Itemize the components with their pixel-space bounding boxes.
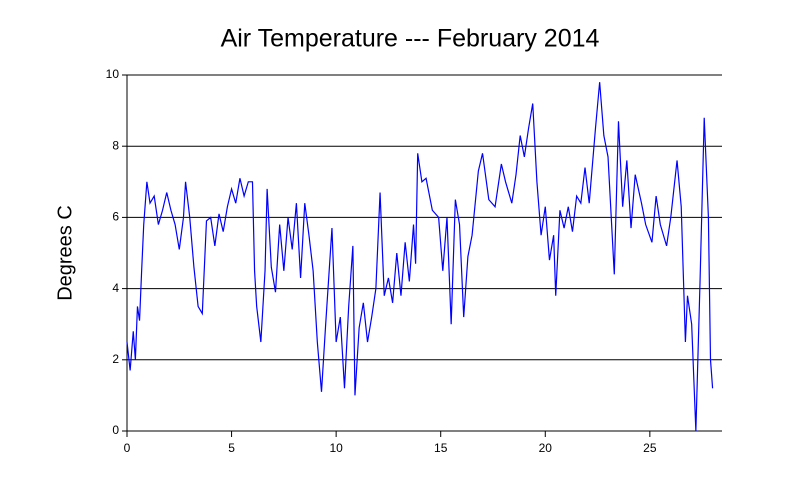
chart-title: Air Temperature --- February 2014 [221,25,600,53]
x-tick-label: 20 [539,441,553,455]
x-tick-label: 10 [329,441,343,455]
x-tick-label: 15 [434,441,448,455]
y-tick-label: 10 [106,67,120,81]
x-tick-label: 0 [124,441,131,455]
x-tick-label: 25 [643,441,657,455]
y-tick-label: 4 [112,281,119,295]
y-tick-label: 2 [112,352,119,366]
y-axis-label: Degrees C [54,205,76,301]
y-tick-label: 0 [112,423,119,437]
y-tick-label: 6 [112,210,119,224]
data-line [126,82,714,432]
x-tick-label: 5 [228,441,235,455]
y-tick-label: 8 [112,138,119,152]
